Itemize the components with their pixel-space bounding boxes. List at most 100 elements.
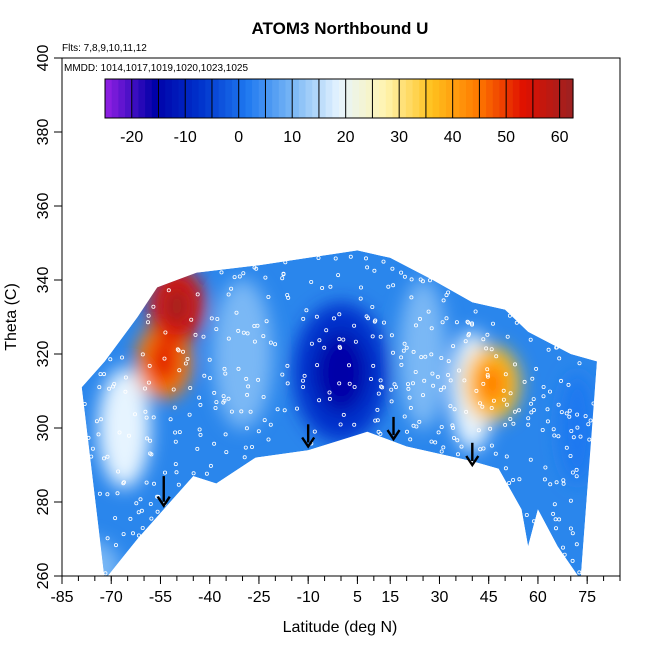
obs-point xyxy=(546,347,551,352)
colorbar-cell xyxy=(365,79,374,118)
obs-point xyxy=(448,404,453,409)
obs-point xyxy=(168,417,173,422)
obs-point xyxy=(413,369,418,374)
flights-annotation: Flts: 7,8,9,10,11,12 xyxy=(62,43,147,54)
obs-point xyxy=(406,386,411,391)
colorbar-cell xyxy=(345,79,353,118)
obs-point xyxy=(114,543,119,548)
obs-point xyxy=(320,285,325,290)
colorbar-tick-label: 20 xyxy=(337,129,355,146)
obs-point xyxy=(234,310,239,315)
obs-point xyxy=(570,558,575,563)
obs-point xyxy=(526,416,531,421)
obs-point xyxy=(455,438,460,443)
obs-point xyxy=(244,426,249,431)
obs-point xyxy=(273,342,278,347)
obs-point xyxy=(86,435,91,440)
colorbar-cell xyxy=(205,79,213,118)
y-tick-label: 300 xyxy=(35,415,52,442)
colorbar-cell xyxy=(258,79,267,118)
colorbar-cell xyxy=(118,79,126,118)
obs-point xyxy=(591,401,596,406)
obs-point xyxy=(146,313,151,318)
obs-point xyxy=(366,316,371,321)
obs-point xyxy=(420,393,425,398)
obs-point xyxy=(151,415,156,420)
colorbar-cell xyxy=(245,79,253,118)
obs-point xyxy=(551,427,556,432)
obs-point xyxy=(484,346,489,351)
colorbar-cell xyxy=(191,79,200,118)
obs-point xyxy=(409,295,414,300)
y-axis-label: Theta (C) xyxy=(3,283,20,351)
obs-point xyxy=(439,355,444,360)
obs-point xyxy=(566,382,571,387)
obs-point xyxy=(426,309,431,314)
obs-point xyxy=(236,328,241,333)
obs-point xyxy=(564,411,569,416)
obs-point xyxy=(97,491,102,496)
obs-point xyxy=(485,367,490,372)
colorbar-cell xyxy=(285,79,293,118)
obs-point xyxy=(503,422,508,427)
obs-point xyxy=(567,414,572,419)
obs-point xyxy=(411,423,416,428)
obs-point xyxy=(163,330,168,335)
obs-point xyxy=(105,536,110,541)
obs-point xyxy=(193,332,198,337)
colorbar-cell xyxy=(145,79,153,118)
obs-point xyxy=(401,348,406,353)
obs-point xyxy=(149,516,154,521)
obs-point xyxy=(213,405,218,410)
obs-point xyxy=(337,337,342,342)
obs-point xyxy=(268,340,273,345)
obs-point xyxy=(404,429,409,434)
obs-point xyxy=(145,320,150,325)
obs-point xyxy=(429,326,434,331)
obs-point xyxy=(571,435,576,440)
colorbar-cell xyxy=(519,79,527,118)
obs-point xyxy=(577,361,582,366)
obs-point xyxy=(144,436,149,441)
obs-point xyxy=(282,408,287,413)
obs-point xyxy=(266,437,271,442)
obs-point xyxy=(262,418,267,423)
y-tick-label: 340 xyxy=(35,267,52,294)
obs-point xyxy=(226,336,231,341)
obs-point xyxy=(386,284,391,289)
obs-point xyxy=(551,511,556,516)
obs-point xyxy=(564,445,569,450)
colorbar: -20 -10 0 10 20 30 40 50 60 xyxy=(104,78,574,146)
obs-point xyxy=(229,409,234,414)
obs-point xyxy=(504,402,509,407)
obs-point xyxy=(223,371,228,376)
obs-point xyxy=(221,400,226,405)
obs-point xyxy=(102,372,107,377)
obs-point xyxy=(183,361,188,366)
obs-point xyxy=(245,331,250,336)
obs-point xyxy=(577,570,582,575)
colorbar-cell xyxy=(292,79,300,118)
obs-point xyxy=(294,406,299,411)
obs-point xyxy=(317,398,322,403)
colorbar-cell xyxy=(278,79,287,118)
colorbar-cell xyxy=(506,79,514,118)
obs-point xyxy=(331,316,336,321)
obs-point xyxy=(315,363,320,368)
obs-point xyxy=(82,401,87,406)
obs-point xyxy=(588,418,593,423)
obs-point xyxy=(327,390,332,395)
obs-point xyxy=(554,526,559,531)
y-tick-label: 320 xyxy=(35,341,52,368)
obs-point xyxy=(363,256,368,261)
obs-point xyxy=(252,323,257,328)
obs-point xyxy=(147,363,152,368)
obs-point xyxy=(246,384,251,389)
obs-point xyxy=(370,334,375,339)
colorbar-cell xyxy=(151,79,160,118)
colorbar-cell xyxy=(105,79,113,118)
obs-point xyxy=(543,465,548,470)
obs-point xyxy=(162,470,167,475)
colorbar-tick-label: 30 xyxy=(390,129,408,146)
colorbar-cell xyxy=(372,79,380,118)
